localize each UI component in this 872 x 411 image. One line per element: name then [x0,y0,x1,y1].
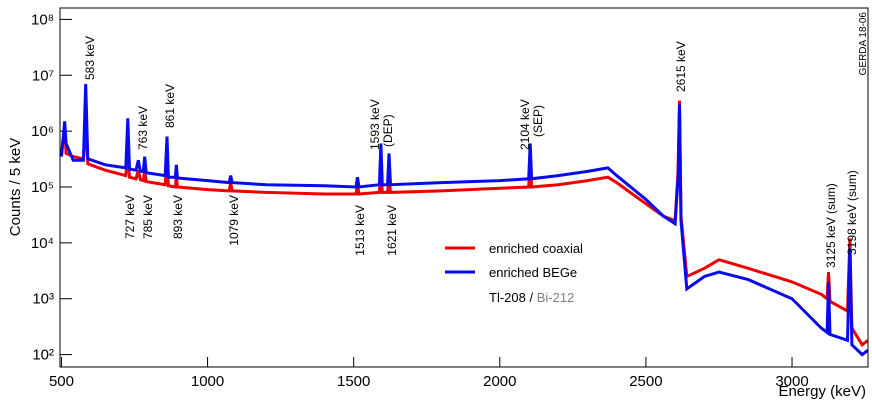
label: GERDA 18-06 [858,12,869,76]
y-tick-label: 10⁵ [31,179,54,196]
peak-label: 1593 keV [368,99,382,150]
peak-label: 3198 keV (sum) [845,170,859,255]
x-axis-label: Energy (keV) [778,383,866,400]
plot-frame [59,7,869,368]
peak-label: 785 keV [141,195,155,239]
peak-label: (SEP) [531,105,545,137]
series-line [60,83,868,357]
x-tick-label: 1000 [191,373,224,390]
y-tick-label: 10⁷ [32,67,54,84]
y-tick-label: 10⁴ [31,235,54,252]
isotope: Tl-208 [489,290,526,305]
isotope-legend: Tl-208 / Bi-212 [489,290,574,305]
x-tick-label: 500 [49,373,74,390]
legend-label: enriched coaxial [489,241,583,256]
peak-label: 1513 keV [353,205,367,256]
peak-label: 3125 keV (sum) [824,183,838,268]
peak-label: 763 keV [136,106,150,150]
x-tick-label: 2000 [483,373,516,390]
y-tick-label: 10⁶ [31,123,54,140]
peak-label: 727 keV [123,195,137,239]
y-tick-label: 10³ [32,291,54,308]
y-axis-label: Counts / 5 keV [7,138,24,236]
x-tick-label: 3000 [775,373,808,390]
peak-label: 1621 keV [385,205,399,256]
peak-label: 2104 keV [518,99,532,150]
peak-label: 861 keV [163,84,177,128]
peak-label: 1079 keV [227,195,241,246]
peak-label: 583 keV [83,36,97,80]
peak-label: 2615 keV [674,41,688,92]
isotope: Bi-212 [537,290,575,305]
peak-label: (DEP) [381,114,395,147]
x-tick-label: 1500 [337,373,370,390]
isotope: / [529,290,533,305]
y-tick-label: 10² [32,347,54,364]
legend-label: enriched BEGe [489,265,577,280]
peak-label: 893 keV [171,195,185,239]
y-tick-label: 10⁸ [31,11,54,28]
x-tick-label: 2500 [629,373,662,390]
